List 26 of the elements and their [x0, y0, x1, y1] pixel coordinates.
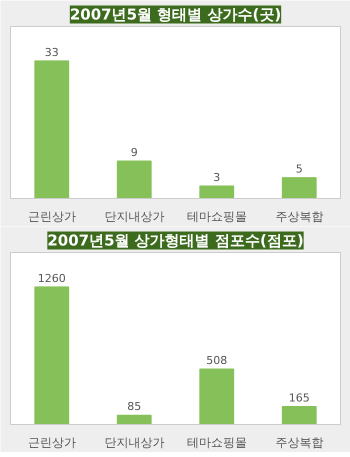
data-label: 165 [288, 391, 310, 404]
data-label: 9 [130, 146, 138, 159]
bar [116, 414, 152, 424]
x-tick-label: 단지내상가 [104, 210, 164, 224]
bar [199, 185, 234, 198]
bar [199, 368, 234, 424]
x-tick-label: 테마쇼핑몰 [186, 436, 247, 450]
data-label: 85 [127, 400, 142, 414]
x-tick-label: 주상복합 [275, 436, 324, 450]
x-tick-label: 테마쇼핑몰 [186, 210, 247, 224]
chart-title: 2007년5월 상가형태별 점포수(점포) [47, 232, 304, 250]
bar [116, 160, 152, 198]
bar [282, 177, 317, 198]
data-label: 508 [206, 354, 228, 368]
data-label: 5 [296, 162, 303, 176]
data-label: 33 [44, 46, 59, 59]
bar [34, 286, 70, 424]
bar [34, 60, 70, 198]
data-label: 3 [213, 170, 220, 184]
x-tick-label: 근린상가 [28, 436, 76, 450]
data-label: 1260 [38, 272, 66, 285]
bar [282, 406, 317, 424]
x-tick-label: 주상복합 [275, 210, 324, 224]
x-tick-label: 단지내상가 [104, 436, 164, 450]
chart-title: 2007년5월 형태별 상가수(곳) [70, 6, 282, 24]
x-tick-label: 근린상가 [28, 210, 76, 224]
